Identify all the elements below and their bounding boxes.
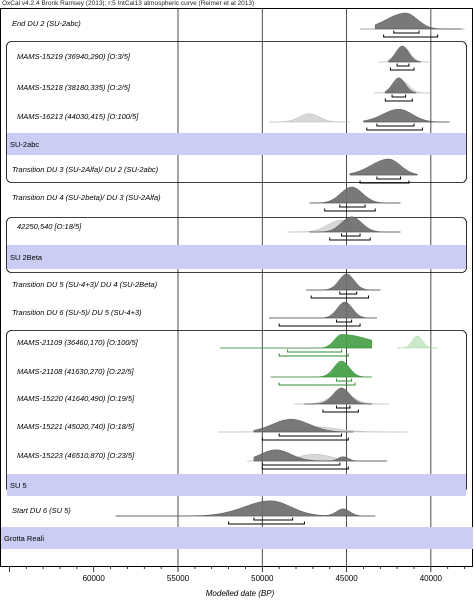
row-6-posterior [309, 216, 401, 233]
row-9-posterior [220, 334, 373, 349]
x-tick-label-55000: 55000 [167, 574, 190, 583]
phase-band-2 [7, 474, 466, 496]
row-8: Transition DU 6 (SU-5)/ DU 5 (SU-4+3) [12, 301, 377, 327]
x-axis-label: Modelled date (BP) [206, 589, 275, 598]
row-10: MAMS-21108 (41630,270) [O:22/5] [17, 360, 372, 386]
x-tick-label-45000: 45000 [335, 574, 358, 583]
row-5: Transition DU 4 (SU-2beta)/ DU 3 (SU-2Al… [12, 186, 401, 212]
row-2-label: MAMS-15218 (38180,335) [O:2/5] [17, 83, 131, 92]
row-7: Transition DU 5 (SU-4+3)/ DU 4 (SU-2Beta… [12, 273, 381, 299]
row-13-posterior [253, 449, 387, 462]
phase-band-label-3: Grotta Reali [4, 534, 44, 543]
row-11: MAMS-15220 (41640,490) [O:19/5] [17, 387, 389, 413]
row-11-label: MAMS-15220 (41640,490) [O:19/5] [17, 394, 135, 403]
row-8-posterior [269, 301, 377, 319]
phase-group-box-0 [6, 41, 467, 183]
row-12-label: MAMS-15221 (45020,740) [O:18/5] [17, 422, 135, 431]
row-0: End DU 2 (SU-2abc) [12, 12, 465, 38]
row-1-label: MAMS-15219 (36940,290) [O:3/5] [17, 52, 131, 61]
phase-band-label-0: SU-2abc [10, 140, 39, 149]
plot-frame [0, 8, 473, 567]
row-14-label: Start DU 6 (SU 5) [12, 506, 71, 515]
oxcal-header: OxCal v4.2.4 Bronk Ramsey (2013); r:5 In… [2, 0, 255, 7]
row-3-prior [269, 113, 350, 123]
row-4: Transition DU 3 (SU-2Alfa)/ DU 2 (SU-2ab… [12, 158, 418, 184]
phase-group-box-2 [6, 330, 467, 493]
phase-band-1 [7, 245, 466, 269]
x-tick-label-60000: 60000 [83, 574, 106, 583]
row-7-posterior [306, 273, 381, 291]
row-8-label: Transition DU 6 (SU-5)/ DU 5 (SU-4+3) [12, 308, 142, 317]
row-10-posterior [270, 360, 372, 378]
row-3-posterior [363, 109, 450, 123]
row-9-label: MAMS-21109 (36460,170) [O:100/5] [17, 338, 139, 347]
row-5-label: Transition DU 4 (SU-2beta)/ DU 3 (SU-2Al… [12, 193, 161, 202]
row-0-label: End DU 2 (SU-2abc) [12, 19, 81, 28]
row-14-posterior [115, 500, 376, 517]
row-1: MAMS-15219 (36940,290) [O:3/5] [17, 45, 430, 71]
row-6: 42250,540 [O:18/5] [17, 216, 401, 241]
phase-bands: SU-2abc SU 2Beta SU 5 Grotta Reali [1, 41, 473, 549]
row-2-posterior [385, 77, 416, 94]
row-4-posterior [349, 158, 418, 176]
row-12-posterior [253, 419, 354, 433]
row-14: Start DU 6 (SU 5) [12, 500, 376, 525]
phase-band-label-1: SU 2Beta [10, 253, 43, 262]
x-axis: 60000 55000 50000 45000 40000 [9, 566, 465, 583]
x-tick-label-40000: 40000 [420, 574, 443, 583]
row-10-label: MAMS-21108 (41630,270) [O:22/5] [17, 367, 135, 376]
row-6-label: 42250,540 [O:18/5] [17, 222, 82, 231]
row-9-prior [397, 335, 438, 349]
row-7-label: Transition DU 5 (SU-4+3)/ DU 4 (SU-2Beta… [12, 280, 158, 289]
distributions: End DU 2 (SU-2abc) MAMS-15219 (36940,290)… [12, 12, 465, 525]
row-3: MAMS-16213 (44030,415) [O:100/5] [17, 109, 450, 131]
row-9: MAMS-21109 (36460,170) [O:100/5] [17, 334, 438, 357]
row-4-label: Transition DU 3 (SU-2Alfa)/ DU 2 (SU-2ab… [12, 165, 159, 174]
row-13-label: MAMS-15223 (46510,870) [O:23/5] [17, 451, 135, 460]
x-tick-label-50000: 50000 [251, 574, 274, 583]
row-13: MAMS-15223 (46510,870) [O:23/5] [17, 449, 388, 470]
phase-group-box-1 [6, 217, 467, 273]
phase-band-label-2: SU 5 [10, 481, 27, 490]
row-3-label: MAMS-16213 (44030,415) [O:100/5] [17, 112, 139, 121]
row-11-posterior [304, 387, 372, 405]
row-0-posterior [375, 12, 462, 30]
row-2: MAMS-15218 (38180,335) [O:2/5] [17, 77, 431, 102]
row-1-posterior [388, 45, 421, 63]
phase-band-3 [1, 527, 473, 549]
phase-band-0 [7, 133, 466, 155]
row-12: MAMS-15221 (45020,740) [O:18/5] [17, 419, 408, 441]
row-5-posterior [309, 186, 401, 204]
